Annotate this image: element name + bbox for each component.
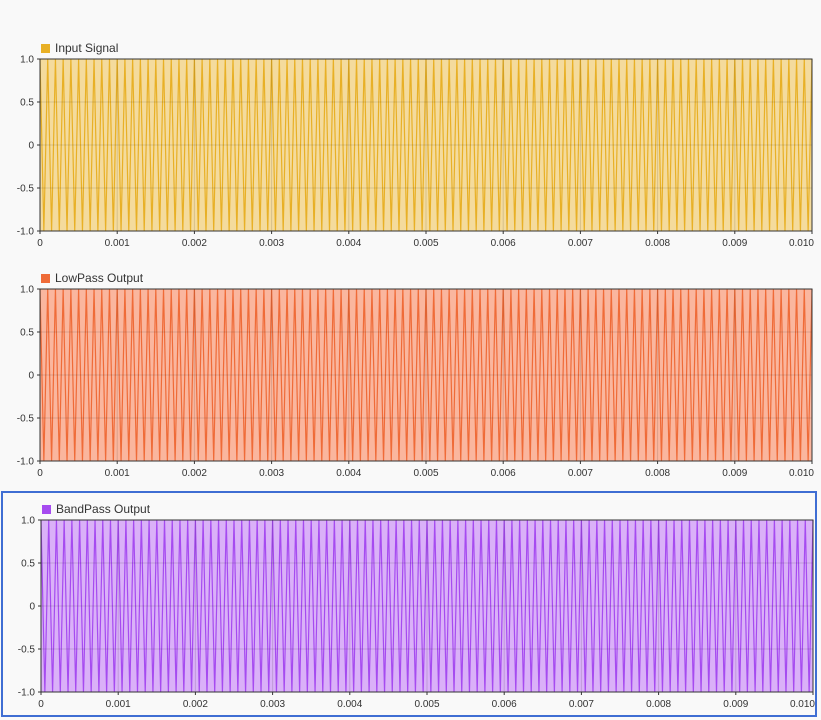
chart-bandpass-output[interactable]: BandPass Output 1.0 0.5 0 -0.5 -1.0 0 0.001 0.0… (1, 491, 817, 717)
x-tick-label: 0.010 (789, 238, 814, 249)
x-tick-label: 0.002 (182, 468, 207, 479)
y-tick-label: -0.5 (17, 184, 35, 195)
chart-lowpass-output[interactable]: LowPass Output 1.0 0.5 0 -0.5 -1.0 0 0.001 0.00… (0, 270, 821, 500)
x-tick-label: 0 (37, 468, 43, 479)
legend-swatch (42, 504, 51, 514)
x-tick-label: 0.004 (336, 468, 361, 479)
legend-label: BandPass Output (56, 502, 151, 516)
legend-swatch (41, 273, 50, 283)
y-tick-label: 1.0 (20, 285, 34, 296)
y-tick-label: 0 (29, 602, 35, 613)
legend[interactable]: LowPass Output (41, 270, 143, 286)
x-tick-label: 0.008 (646, 699, 671, 710)
x-tick-label: 0.010 (789, 468, 814, 479)
series-fill (40, 59, 812, 231)
y-tick-label: -0.5 (18, 645, 36, 656)
series-group (39, 58, 813, 232)
x-tick-label: 0.010 (790, 699, 815, 710)
y-tick-label: 1.0 (21, 516, 35, 527)
x-tick-label: 0.009 (722, 238, 747, 249)
x-tick-label: 0.009 (722, 468, 747, 479)
y-tick-label: -1.0 (18, 688, 36, 699)
x-tick-label: 0.005 (413, 468, 438, 479)
x-tick-label: 0.003 (259, 468, 284, 479)
chart-input-signal[interactable]: Input Signal 1.0 0.5 0 -0.5 -1.0 0 0.001 0.002 0… (0, 40, 821, 270)
x-tick-label: 0.002 (183, 699, 208, 710)
x-tick-label: 0.007 (568, 238, 593, 249)
y-tick-label: 0.5 (21, 559, 35, 570)
x-tick-label: 0.001 (106, 699, 131, 710)
x-tick-label: 0.003 (260, 699, 285, 710)
x-tick-label: 0.008 (645, 238, 670, 249)
x-tick-label: 0.004 (336, 238, 361, 249)
x-tick-label: 0.006 (491, 238, 516, 249)
x-tick-label: 0 (38, 699, 44, 710)
y-tick-label: 0.5 (20, 98, 34, 109)
x-tick-label: 0.005 (414, 699, 439, 710)
plot-area[interactable]: 1.00.50-0.5-1.00 0.001 0.002 0.003 0.004 0.00… (3, 493, 819, 719)
x-tick-label: 0 (37, 238, 43, 249)
series-fill (40, 289, 812, 461)
legend-label: LowPass Output (55, 271, 144, 285)
plot-area[interactable]: 1.00.50-0.5-1.00 0.001 0.002 0.003 0.004 0.00… (0, 40, 821, 270)
x-tick-label: 0.001 (105, 238, 130, 249)
x-tick-label: 0.009 (723, 699, 748, 710)
y-tick-label: 0.5 (20, 328, 34, 339)
x-tick-label: 0.007 (569, 699, 594, 710)
series-group (40, 519, 814, 693)
x-tick-label: 0.003 (259, 238, 284, 249)
x-tick-label: 0.001 (105, 468, 130, 479)
x-tick-label: 0.007 (568, 468, 593, 479)
y-tick-label: 1.0 (20, 55, 34, 66)
x-tick-label: 0.006 (491, 468, 516, 479)
legend[interactable]: BandPass Output (42, 501, 150, 517)
y-tick-label: -1.0 (17, 227, 35, 238)
y-tick-label: -1.0 (17, 457, 35, 468)
y-tick-label: 0 (28, 371, 34, 382)
x-tick-label: 0.002 (182, 238, 207, 249)
series-group (39, 288, 813, 462)
legend-label: Input Signal (55, 41, 119, 55)
x-tick-label: 0.008 (645, 468, 670, 479)
series-fill (41, 520, 813, 692)
x-tick-label: 0.006 (492, 699, 517, 710)
y-tick-label: 0 (28, 141, 34, 152)
legend-swatch (41, 43, 50, 53)
x-tick-label: 0.004 (337, 699, 362, 710)
plot-area[interactable]: 1.00.50-0.5-1.00 0.001 0.002 0.003 0.004 0.00… (0, 270, 821, 500)
legend[interactable]: Input Signal (41, 40, 118, 56)
x-tick-label: 0.005 (413, 238, 438, 249)
y-tick-label: -0.5 (17, 414, 35, 425)
